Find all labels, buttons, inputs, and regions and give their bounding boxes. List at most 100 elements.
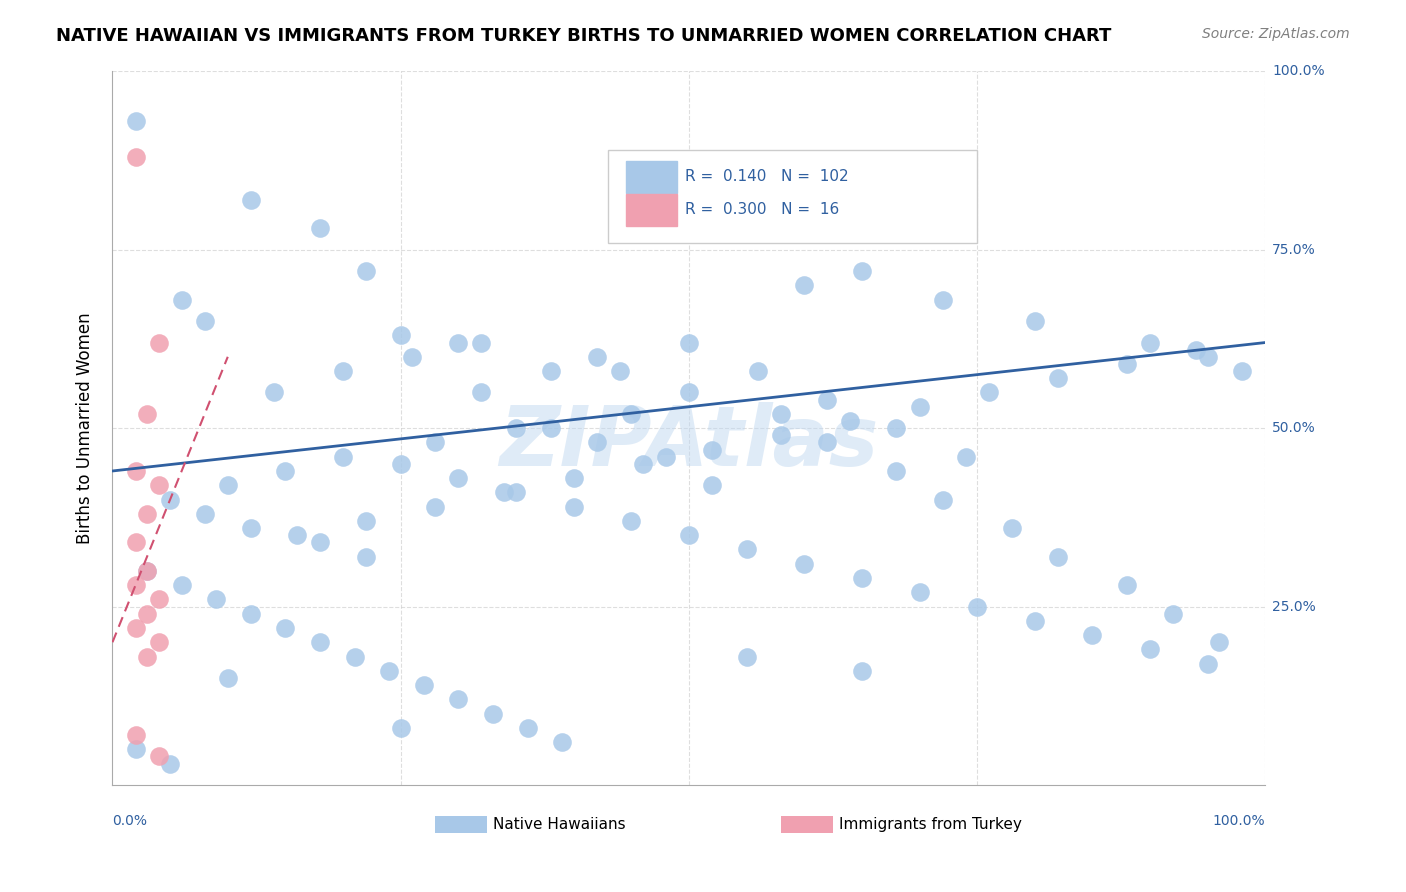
- Point: [585, 350, 607, 364]
- Text: Immigrants from Turkey: Immigrants from Turkey: [839, 817, 1022, 831]
- Point: [389, 328, 412, 343]
- Point: [851, 664, 873, 678]
- Point: [217, 478, 239, 492]
- Point: [1116, 578, 1139, 592]
- Point: [815, 435, 838, 450]
- Point: [1024, 614, 1046, 628]
- Point: [815, 392, 838, 407]
- Point: [148, 335, 170, 350]
- Point: [148, 749, 170, 764]
- Point: [505, 421, 527, 435]
- Point: [1024, 314, 1046, 328]
- Point: [332, 450, 354, 464]
- Point: [1081, 628, 1104, 642]
- Point: [886, 421, 908, 435]
- Point: [851, 571, 873, 585]
- Point: [851, 264, 873, 278]
- Point: [148, 635, 170, 649]
- Point: [194, 507, 217, 521]
- Point: [770, 407, 793, 421]
- Bar: [436, 815, 488, 833]
- Point: [425, 500, 447, 514]
- Point: [148, 592, 170, 607]
- Point: [136, 649, 159, 664]
- Point: [217, 671, 239, 685]
- FancyBboxPatch shape: [609, 150, 977, 243]
- Point: [136, 607, 159, 621]
- Point: [124, 464, 146, 478]
- Point: [354, 514, 377, 528]
- FancyBboxPatch shape: [626, 161, 678, 194]
- Point: [285, 528, 308, 542]
- Point: [886, 464, 908, 478]
- Point: [412, 678, 434, 692]
- Text: 100.0%: 100.0%: [1272, 64, 1324, 78]
- Point: [124, 150, 146, 164]
- Text: ZIPAtlas: ZIPAtlas: [499, 402, 879, 483]
- Point: [562, 500, 585, 514]
- Point: [505, 485, 527, 500]
- Point: [562, 471, 585, 485]
- Point: [470, 385, 492, 400]
- Point: [274, 621, 297, 635]
- Point: [609, 364, 631, 378]
- Y-axis label: Births to Unmarried Women: Births to Unmarried Women: [76, 312, 94, 544]
- Point: [770, 428, 793, 442]
- Point: [482, 706, 505, 721]
- Point: [148, 478, 170, 492]
- FancyBboxPatch shape: [626, 194, 678, 227]
- Point: [540, 421, 562, 435]
- Point: [678, 335, 700, 350]
- Point: [516, 721, 538, 735]
- Point: [309, 221, 332, 235]
- Point: [401, 350, 423, 364]
- Point: [1197, 350, 1219, 364]
- Point: [1161, 607, 1184, 621]
- Point: [354, 549, 377, 564]
- Point: [1139, 642, 1161, 657]
- Point: [700, 442, 723, 457]
- Point: [239, 607, 262, 621]
- Point: [631, 457, 654, 471]
- Point: [274, 464, 297, 478]
- Point: [735, 214, 758, 228]
- Point: [1208, 635, 1230, 649]
- Point: [124, 621, 146, 635]
- Text: Native Hawaiians: Native Hawaiians: [494, 817, 626, 831]
- Point: [1046, 549, 1069, 564]
- Point: [931, 293, 953, 307]
- Point: [470, 335, 492, 350]
- Point: [159, 756, 181, 771]
- Point: [839, 414, 862, 428]
- Bar: [782, 815, 832, 833]
- Point: [1232, 364, 1254, 378]
- Point: [540, 364, 562, 378]
- Text: 100.0%: 100.0%: [1213, 814, 1265, 828]
- Point: [354, 264, 377, 278]
- Text: R =  0.300   N =  16: R = 0.300 N = 16: [686, 202, 839, 218]
- Point: [793, 557, 815, 571]
- Text: R =  0.140   N =  102: R = 0.140 N = 102: [686, 169, 849, 185]
- Point: [620, 407, 643, 421]
- Point: [793, 278, 815, 293]
- Point: [1001, 521, 1024, 535]
- Point: [124, 728, 146, 742]
- Point: [136, 407, 159, 421]
- Point: [678, 385, 700, 400]
- Point: [239, 521, 262, 535]
- Point: [124, 535, 146, 549]
- Point: [678, 528, 700, 542]
- Point: [551, 735, 574, 749]
- Point: [136, 564, 159, 578]
- Point: [124, 114, 146, 128]
- Point: [389, 457, 412, 471]
- Point: [447, 335, 470, 350]
- Point: [447, 471, 470, 485]
- Point: [170, 293, 193, 307]
- Point: [332, 364, 354, 378]
- Point: [908, 400, 931, 414]
- Point: [309, 535, 332, 549]
- Text: 0.0%: 0.0%: [112, 814, 148, 828]
- Point: [620, 514, 643, 528]
- Point: [585, 435, 607, 450]
